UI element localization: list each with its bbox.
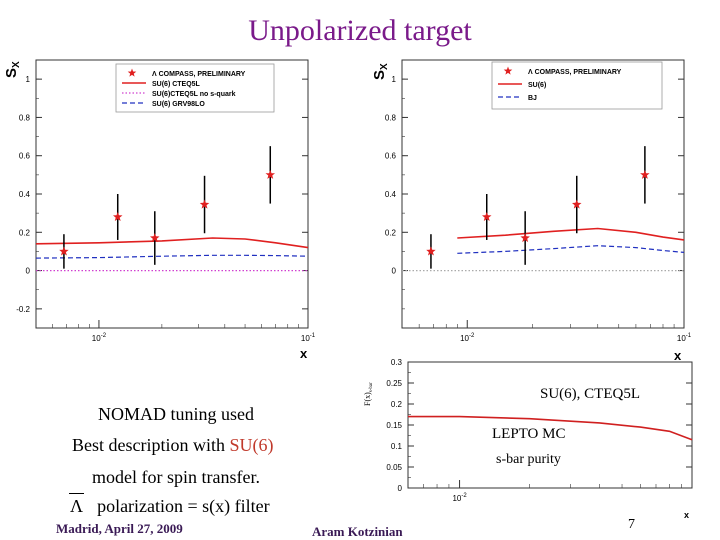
footer-author: Aram Kotzinian <box>312 524 403 539</box>
y-tick-label: 0.2 <box>391 400 403 409</box>
slide-title: Unpolarized target <box>248 14 472 47</box>
x-tick-label: 10-1 <box>677 333 692 343</box>
best-description-prefix: Best description with <box>72 435 230 455</box>
purity-chart: 0 0.05 0.1 0.15 0.2 0.25 0.3 10-2 F(x)s-bar x <box>363 358 693 520</box>
legend-label: SU(6)CTEQ5L no s-quark <box>152 91 236 98</box>
legend-label: SU(6) <box>528 82 546 89</box>
data-point-star <box>640 169 650 179</box>
y-tick-label: 0.2 <box>385 228 397 237</box>
best-description-text: Best description with SU(6) <box>72 435 273 456</box>
y-tick-label: 0.05 <box>386 463 402 472</box>
lambda-bar-symbol: Λ <box>69 493 85 517</box>
legend-label: SU(6) CTEQ5L <box>152 81 201 88</box>
y-axis-label: SX <box>3 61 22 78</box>
data-point-star <box>113 212 123 221</box>
y-tick-label: 0.2 <box>19 228 31 237</box>
y-tick-label: 0 <box>26 267 31 276</box>
series-line-su-6-cteq5l <box>35 237 309 249</box>
sbar-purity-label: s-bar purity <box>496 452 561 467</box>
y-tick-label: 0.4 <box>19 190 31 199</box>
y-tick-label: 1 <box>26 75 31 84</box>
y-tick-label: 0.3 <box>391 358 403 367</box>
legend-label: BJ <box>528 95 537 102</box>
plot-frame <box>407 361 693 489</box>
legend-label: Λ COMPASS, PRELIMINARY <box>528 69 622 76</box>
model-text: model for spin transfer. <box>92 467 260 487</box>
y-tick-label: 0.8 <box>385 113 397 122</box>
x-tick-label: 10-2 <box>452 493 467 503</box>
y-tick-label: 0.8 <box>19 113 31 122</box>
lambda-overbar <box>69 493 85 494</box>
y-tick-label: 0.15 <box>386 421 402 430</box>
data-point-star <box>482 212 492 221</box>
legend-star <box>503 66 513 75</box>
footer-date: Madrid, April 27, 2009 <box>56 521 183 536</box>
x-axis-label: x <box>300 346 308 361</box>
su6-cteq5l-label: SU(6), CTEQ5L <box>540 386 640 402</box>
x-tick-label: 10-2 <box>460 333 475 343</box>
data-point-star <box>199 199 210 209</box>
polarization-text: Λ polarization = s(x) filter <box>69 493 270 517</box>
series-line-su-6- <box>457 227 685 241</box>
y-tick-label: 0.4 <box>385 190 397 199</box>
nomad-text: NOMAD tuning used <box>98 404 254 424</box>
y-tick-label: 0.1 <box>391 442 403 451</box>
x-tick-label: 10-1 <box>301 333 316 343</box>
x-axis-label: x <box>684 510 689 520</box>
data-point-star <box>150 233 160 243</box>
data-point-star <box>426 246 436 256</box>
y-tick-label: 0.6 <box>19 152 31 161</box>
lepto-mc-label: LEPTO MC <box>492 426 566 442</box>
right-chart: 0 0.2 0.4 0.6 0.8 1 10-2 10-1 SX x Λ COMPASS, PREL… <box>371 59 692 363</box>
series-line-bj <box>457 245 685 254</box>
y-tick-label: 0 <box>392 267 397 276</box>
series-line-s-bar-purity <box>408 415 693 441</box>
legend-star <box>127 68 137 77</box>
series-line-su-6-grv98lo <box>35 254 309 259</box>
data-point-star <box>520 233 530 243</box>
su6-highlight: SU(6) <box>229 435 274 455</box>
legend-box <box>491 61 663 110</box>
legend-label: Λ COMPASS, PRELIMINARY <box>152 71 246 78</box>
x-axis-label: x <box>674 348 682 363</box>
polarization-label: polarization = s(x) filter <box>97 496 270 516</box>
data-point-star <box>59 246 69 256</box>
y-tick-label: 0 <box>398 484 403 493</box>
y-axis-label: F(x)s-bar <box>363 382 374 406</box>
data-point-star <box>572 199 582 209</box>
y-tick-label: 0.6 <box>385 152 397 161</box>
lambda-glyph: Λ <box>70 496 84 516</box>
y-tick-label: 0.25 <box>386 379 402 388</box>
x-tick-label: 10-2 <box>92 333 107 343</box>
page-number: 7 <box>628 517 635 532</box>
y-axis-label: SX <box>371 63 390 80</box>
left-chart: -0.2 0 0.2 0.4 0.6 0.8 1 10-2 10-1 SX x Λ COMPASS, … <box>3 59 316 361</box>
data-point-star <box>265 169 275 179</box>
legend-box <box>115 63 275 113</box>
y-tick-label: -0.2 <box>16 305 30 314</box>
y-tick-label: 1 <box>392 75 397 84</box>
legend-label: SU(6) GRV98LO <box>152 101 205 108</box>
